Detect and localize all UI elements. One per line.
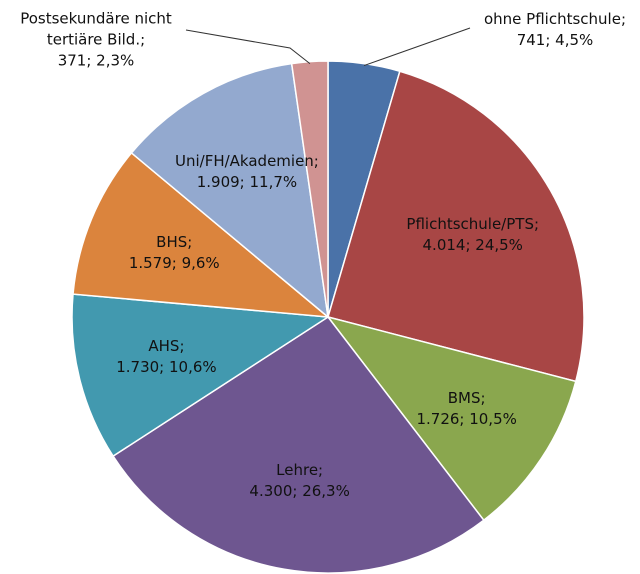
category-label: BHS; (156, 233, 193, 252)
pie-slice (326, 315, 577, 522)
data-label: BMS; 1.726; 10,5% (416, 388, 516, 430)
category-label: Uni/FH/Akademien; (175, 151, 319, 170)
category-label: Lehre; (276, 460, 324, 479)
value-label: 1.726; 10,5% (416, 409, 517, 428)
value-label: 1.579; 9,6% (128, 254, 220, 273)
pie-slice (130, 62, 330, 319)
value-label: 741; 4,5% (516, 31, 594, 49)
data-label: AHS; 1.730; 10,6% (116, 336, 216, 378)
value-label: 1.909; 11,7% (196, 172, 298, 191)
category-label: BMS; (447, 388, 486, 407)
category-label: ohne Pflichtschule; (483, 10, 627, 28)
data-label: Lehre; 4.300; 26,3% (249, 460, 349, 502)
pie-slice (72, 151, 331, 318)
category-label: Postsekundäre nicht tertiäre Bild.; (20, 9, 172, 49)
pie-slice (112, 315, 485, 574)
category-label: AHS; (148, 336, 185, 355)
data-label: Uni/FH/Akademien; 1.909; 11,7% (175, 151, 319, 193)
category-label: Pflichtschule/PTS; (406, 214, 540, 233)
data-label: Postsekundäre nicht tertiäre Bild.; 371; … (6, 9, 186, 72)
value-label: 1.730; 10,6% (116, 357, 217, 376)
pie-slice (290, 60, 329, 318)
pie-slice (71, 293, 331, 458)
data-label: Pflichtschule/PTS; 4.014; 24,5% (406, 214, 539, 256)
pie-slice (327, 70, 585, 383)
value-label: 371; 2,3% (57, 51, 135, 70)
value-label: 4.300; 26,3% (249, 481, 350, 500)
data-label: BHS; 1.579; 9,6% (129, 232, 220, 274)
value-label: 4.014; 24,5% (422, 235, 523, 254)
leader-line (363, 27, 471, 67)
leader-line (185, 29, 311, 65)
data-label: ohne Pflichtschule; 741; 4,5% (484, 9, 626, 51)
